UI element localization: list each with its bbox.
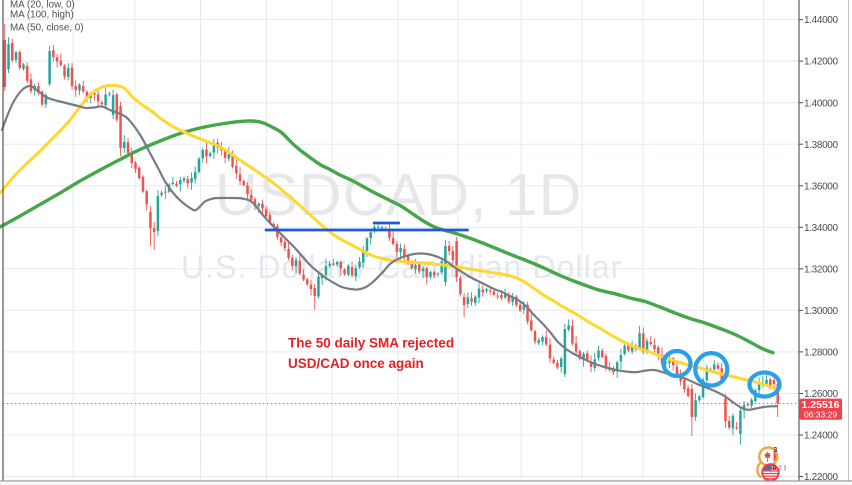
svg-text:8: 8 — [773, 465, 777, 472]
svg-text:USD/CAD once again: USD/CAD once again — [288, 356, 424, 371]
svg-text:1.25516: 1.25516 — [802, 399, 840, 411]
svg-text:2 1: 2 1 — [779, 466, 787, 472]
svg-text:06:33:29: 06:33:29 — [804, 410, 837, 420]
svg-text:1.32000: 1.32000 — [804, 264, 838, 275]
svg-text:3: 3 — [773, 447, 777, 454]
svg-text:1.30000: 1.30000 — [804, 306, 838, 317]
svg-text:MA (50, close, 0): MA (50, close, 0) — [10, 23, 84, 34]
svg-text:MA (100, high): MA (100, high) — [10, 10, 74, 21]
svg-text:U.S. Dollar / Canadian Dollar: U.S. Dollar / Canadian Dollar — [181, 249, 622, 285]
svg-text:MA (20, low, 0): MA (20, low, 0) — [10, 0, 75, 10]
svg-text:The 50 daily SMA rejected: The 50 daily SMA rejected — [288, 336, 454, 351]
svg-text:1.38000: 1.38000 — [804, 140, 838, 151]
svg-text:USDCAD, 1D: USDCAD, 1D — [215, 162, 582, 228]
svg-text:1.26000: 1.26000 — [804, 389, 838, 400]
svg-text:1.24000: 1.24000 — [804, 431, 838, 442]
svg-text:1.44000: 1.44000 — [804, 15, 838, 26]
svg-text:1.22000: 1.22000 — [804, 472, 838, 483]
svg-text:1.36000: 1.36000 — [804, 181, 838, 192]
svg-text:1.28000: 1.28000 — [804, 348, 838, 359]
svg-text:1.40000: 1.40000 — [804, 98, 838, 109]
svg-text:1.34000: 1.34000 — [804, 223, 838, 234]
svg-text:1.42000: 1.42000 — [804, 57, 838, 68]
